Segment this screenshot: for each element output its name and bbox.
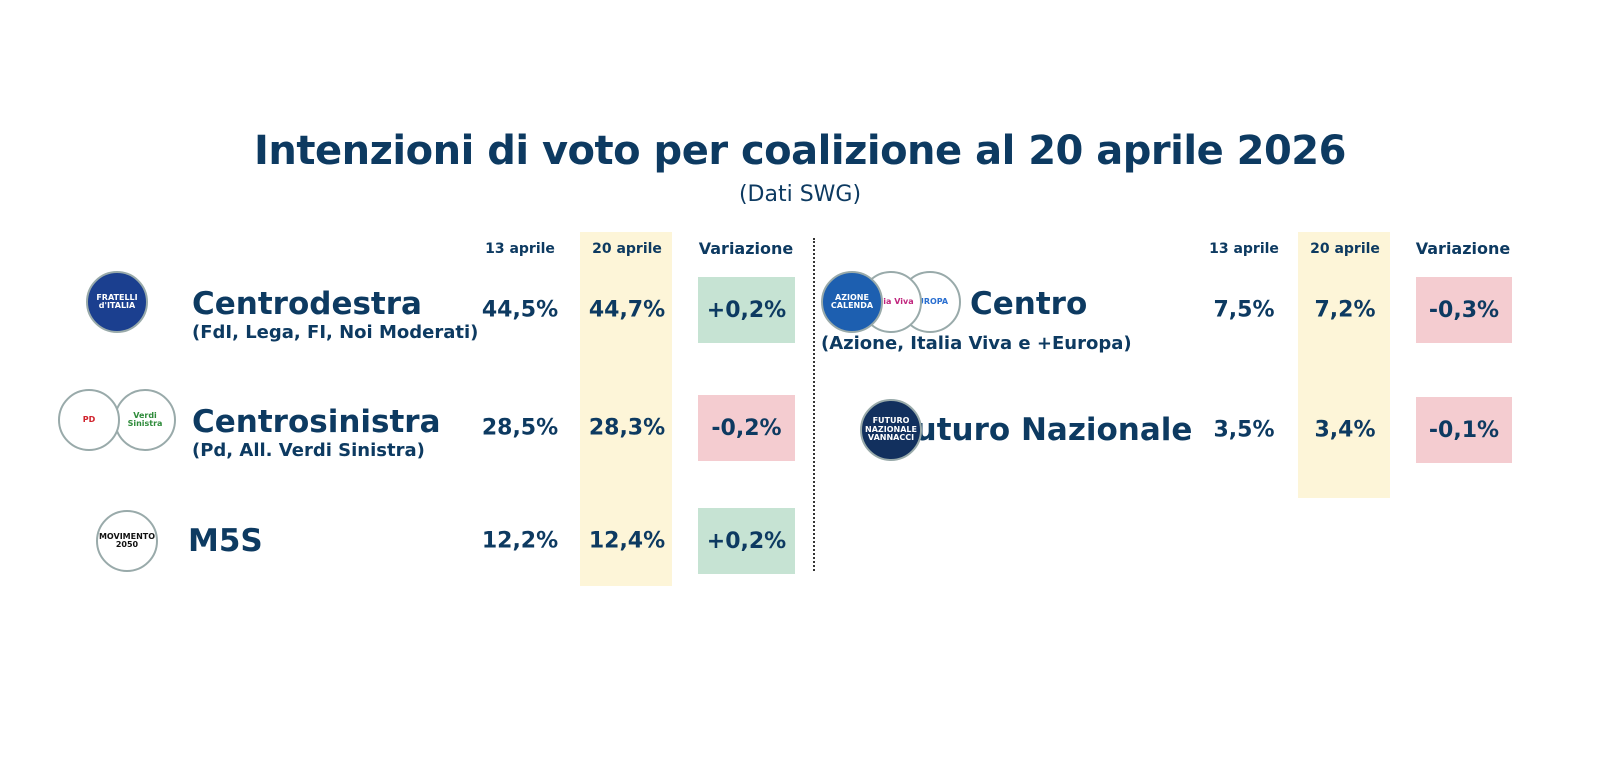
current-value: 3,4%: [1314, 417, 1376, 443]
party-logo: Verdi Sinistra: [114, 389, 176, 451]
current-value: 12,4%: [588, 528, 666, 554]
change-value: -0,3%: [1416, 277, 1512, 343]
party-logo: PD: [58, 389, 120, 451]
coalition-name: Futuro Nazionale: [895, 412, 1193, 448]
party-logo: FUTURO NAZIONALE VANNACCI: [860, 399, 922, 461]
current-value: 44,7%: [588, 297, 666, 323]
coalition-detail: (Azione, Italia Viva e +Europa): [821, 333, 1132, 354]
coalition-name: M5S: [188, 523, 263, 559]
column-header: Variazione: [1415, 239, 1511, 258]
previous-value: 7,5%: [1213, 297, 1275, 323]
column-header: 20 aprile: [592, 241, 662, 257]
previous-value: 28,5%: [481, 415, 559, 441]
current-value: 7,2%: [1314, 297, 1376, 323]
highlight-column: [1298, 232, 1390, 498]
coalition-detail: (FdI, Lega, FI, Noi Moderati): [192, 322, 479, 343]
party-logo: FRATELLI d'ITALIA: [86, 271, 148, 333]
coalition-name: Centrosinistra: [192, 404, 441, 440]
subtitle: (Dati SWG): [738, 182, 862, 207]
party-logo: MOVIMENTO 2050: [96, 510, 158, 572]
party-logo: AZIONE CALENDA: [821, 271, 883, 333]
highlight-column: [580, 232, 672, 586]
coalition-name: Centrodestra: [192, 286, 422, 322]
previous-value: 3,5%: [1213, 417, 1275, 443]
column-header: Variazione: [698, 239, 794, 258]
title: Intenzioni di voto per coalizione al 20 …: [254, 128, 1346, 174]
divider: [813, 238, 815, 571]
coalition-name: Centro: [970, 286, 1088, 322]
change-value: +0,2%: [698, 508, 795, 574]
change-value: -0,2%: [698, 395, 795, 461]
coalition-detail: (Pd, All. Verdi Sinistra): [192, 440, 425, 461]
column-header: 13 aprile: [485, 241, 555, 257]
column-header: 20 aprile: [1310, 241, 1380, 257]
column-header: 13 aprile: [1209, 241, 1279, 257]
previous-value: 44,5%: [481, 297, 559, 323]
current-value: 28,3%: [588, 415, 666, 441]
change-value: +0,2%: [698, 277, 795, 343]
previous-value: 12,2%: [481, 528, 559, 554]
change-value: -0,1%: [1416, 397, 1512, 463]
